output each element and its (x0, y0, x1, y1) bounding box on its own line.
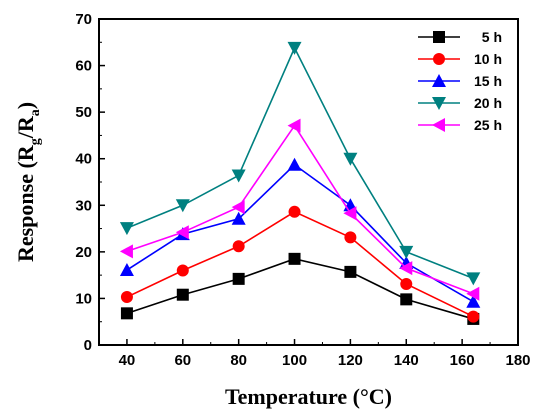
legend-item: 20 h (418, 95, 502, 111)
data-point (399, 245, 414, 259)
legend-marker (432, 97, 446, 110)
y-tick-label: 40 (75, 151, 92, 168)
data-point (343, 152, 358, 166)
plot-area (119, 41, 481, 325)
legend-label: 15 h (474, 73, 502, 89)
data-point (466, 272, 481, 286)
legend: 5 h 10 h 15 h 20 h 25 h (418, 29, 502, 133)
data-point (288, 252, 301, 265)
x-tick-label: 100 (282, 352, 307, 369)
y-tick-label: 30 (75, 197, 92, 214)
legend-label: 20 h (474, 95, 502, 111)
data-point (231, 169, 246, 183)
y-tick-label: 70 (75, 11, 92, 28)
data-point (119, 244, 133, 259)
y-axis-title-sub1: g (28, 138, 43, 145)
data-point (120, 307, 133, 320)
y-tick-label: 50 (75, 104, 92, 121)
data-point (466, 286, 480, 301)
legend-marker (433, 31, 445, 43)
x-axis-title: Temperature (°C) (225, 384, 392, 409)
data-point (176, 264, 189, 277)
legend-item: 25 h (418, 117, 502, 133)
x-tick-label: 40 (119, 352, 136, 369)
legend-label: 5 h (482, 29, 502, 45)
legend-item: 15 h (418, 73, 502, 89)
series-3 (119, 41, 481, 286)
data-point (344, 265, 357, 278)
x-tick-label: 180 (505, 352, 530, 369)
legend-label: 10 h (474, 51, 502, 67)
data-point (175, 199, 190, 213)
y-axis-title-sub2: a (28, 109, 43, 116)
data-point (466, 294, 481, 308)
data-point (344, 231, 357, 244)
y-axis-title-main: Response (R (13, 144, 38, 262)
legend-item: 5 h (418, 29, 502, 45)
x-tick-label: 80 (230, 352, 247, 369)
data-point (399, 261, 413, 276)
legend-marker (432, 74, 446, 87)
y-tick-label: 20 (75, 244, 92, 261)
legend-label: 25 h (474, 117, 502, 133)
y-tick-label: 60 (75, 58, 92, 75)
series-0 (120, 252, 480, 325)
x-tick-label: 140 (394, 352, 419, 369)
x-tick-label: 160 (450, 352, 475, 369)
data-point (120, 291, 133, 304)
series-line (126, 45, 474, 280)
y-tick-label: 0 (84, 337, 92, 354)
y-axis-title-end: ) (13, 102, 38, 109)
data-point (467, 310, 480, 323)
axes: 40 60 80 100 120 140 160 180 0 10 20 30 40 50 60 70 (75, 11, 530, 369)
data-point (287, 118, 301, 133)
data-point (119, 263, 134, 277)
data-point (231, 200, 245, 215)
data-point (343, 206, 357, 221)
data-point (287, 41, 302, 55)
data-point (119, 222, 134, 236)
data-point (175, 225, 189, 240)
series-2 (119, 157, 481, 308)
data-point (287, 157, 302, 171)
y-tick-label: 10 (75, 290, 92, 307)
y-axis-title: Response (Rg/Ra) (13, 102, 43, 262)
data-point (231, 211, 246, 225)
data-point (232, 272, 245, 285)
legend-item: 10 h (418, 51, 502, 67)
data-point (288, 205, 301, 218)
legend-marker (433, 53, 445, 65)
y-axis-title-mid: /R (13, 115, 38, 139)
series-4 (119, 118, 480, 301)
data-point (232, 240, 245, 253)
legend-marker (432, 118, 445, 132)
plot-frame (98, 18, 519, 346)
x-tick-label: 60 (174, 352, 191, 369)
series-1 (120, 205, 480, 323)
x-tick-label: 120 (338, 352, 363, 369)
data-point (400, 293, 413, 306)
data-point (400, 277, 413, 290)
data-point (176, 288, 189, 301)
